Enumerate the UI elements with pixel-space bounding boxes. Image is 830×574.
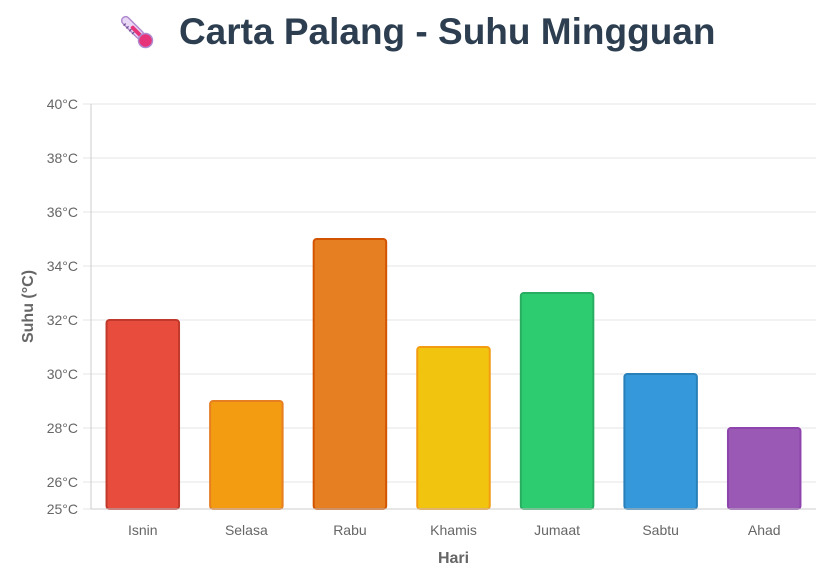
bar-isnin — [105, 319, 181, 510]
x-axis-title: Hari — [438, 550, 469, 567]
bar-rabu — [312, 238, 388, 510]
x-axis-ticks: Isnin Selasa Rabu Khamis Jumaat Sabtu Ahad — [128, 522, 781, 538]
y-tick-label: 38°C — [47, 150, 78, 166]
thermometer-icon — [120, 15, 153, 49]
x-tick-label: Sabtu — [642, 522, 679, 538]
y-tick-label: 40°C — [47, 96, 78, 112]
x-tick-label: Rabu — [333, 522, 366, 538]
bar-khamis — [416, 346, 491, 510]
y-tick-label: 28°C — [47, 420, 78, 436]
bar-selasa — [209, 400, 284, 510]
y-tick-label: 30°C — [47, 366, 78, 382]
y-tick-label: 32°C — [47, 312, 78, 328]
chart-title: Carta Palang - Suhu Mingguan — [178, 11, 716, 52]
y-tick-label: 36°C — [47, 204, 78, 220]
y-tick-label: 25°C — [47, 501, 78, 517]
y-axis-ticks: 25°C 26°C 28°C 30°C 32°C 34°C 36°C 38°C 40°C — [47, 96, 78, 517]
bar-jumaat — [519, 292, 595, 510]
y-tick-label: 26°C — [47, 474, 78, 490]
x-tick-label: Selasa — [225, 522, 268, 538]
bar-ahad — [726, 427, 802, 510]
bar-sabtu — [623, 373, 698, 510]
chart-header: Carta Palang - Suhu Mingguan — [0, 10, 830, 54]
y-axis-title: Suhu (°C) — [20, 270, 37, 343]
y-tick-label: 34°C — [47, 258, 78, 274]
x-tick-label: Jumaat — [534, 522, 580, 538]
bars — [105, 238, 802, 510]
x-tick-label: Khamis — [430, 522, 477, 538]
x-tick-label: Ahad — [748, 522, 781, 538]
x-tick-label: Isnin — [128, 522, 158, 538]
